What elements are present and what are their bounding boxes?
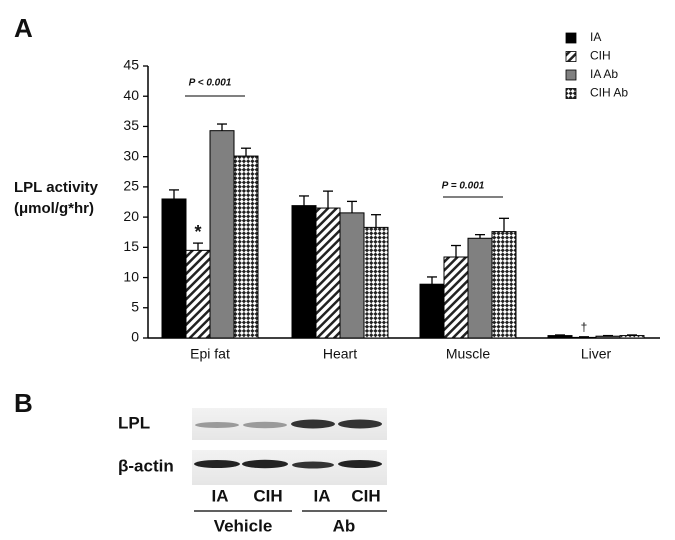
y-tick-label: 25 [123,178,139,194]
annotation: † [581,320,588,334]
bar [468,238,492,338]
bar [444,257,468,338]
y-tick-label: 10 [123,268,139,284]
lane-label: CIH [351,486,380,505]
legend-label: IA Ab [590,67,618,81]
x-tick-label: Heart [323,346,357,362]
bar [548,336,572,338]
y-tick-label: 20 [123,208,139,224]
legend-swatch [566,89,576,99]
lane-label: IA [314,486,331,505]
bar [292,206,316,338]
lane-label: CIH [253,486,282,505]
x-tick-label: Liver [581,346,612,362]
bar [316,208,340,338]
blot-row-label: LPL [118,413,150,432]
x-tick-label: Epi fat [190,346,230,362]
y-tick-label: 40 [123,87,139,103]
lane-label: IA [212,486,229,505]
y-axis-label: LPL activity [14,179,99,196]
legend-swatch [566,33,576,43]
bar [162,199,186,338]
legend-label: CIH Ab [590,86,628,100]
annotation: * [194,222,201,242]
legend-label: IA [590,30,601,44]
y-tick-label: 15 [123,238,139,254]
bar [420,284,444,338]
group-label: Ab [333,516,356,535]
group-label: Vehicle [214,516,273,535]
y-tick-label: 5 [131,298,139,314]
bar [572,337,596,338]
legend-swatch [566,70,576,80]
y-tick-label: 45 [123,57,139,73]
panel-label: B [14,388,33,418]
bar [364,227,388,338]
y-tick-label: 0 [131,329,139,345]
annotation: P = 0.001 [442,181,485,192]
bar [596,336,620,338]
panel-label: A [14,13,33,43]
y-axis-label: (μmol/g*hr) [14,200,94,217]
bar [210,131,234,338]
bar [620,336,644,338]
bar [234,156,258,338]
bar [186,250,210,338]
figure: A LPL activity (μmol/g*hr) B LPL β-actin… [0,0,675,535]
legend-label: CIH [590,49,611,63]
bar [492,232,516,338]
blot-row-label: β-actin [118,456,174,475]
annotation: P < 0.001 [189,78,232,89]
y-tick-label: 35 [123,117,139,133]
x-tick-label: Muscle [446,346,491,362]
y-tick-label: 30 [123,147,139,163]
legend-swatch [566,52,576,62]
bar [340,213,364,338]
